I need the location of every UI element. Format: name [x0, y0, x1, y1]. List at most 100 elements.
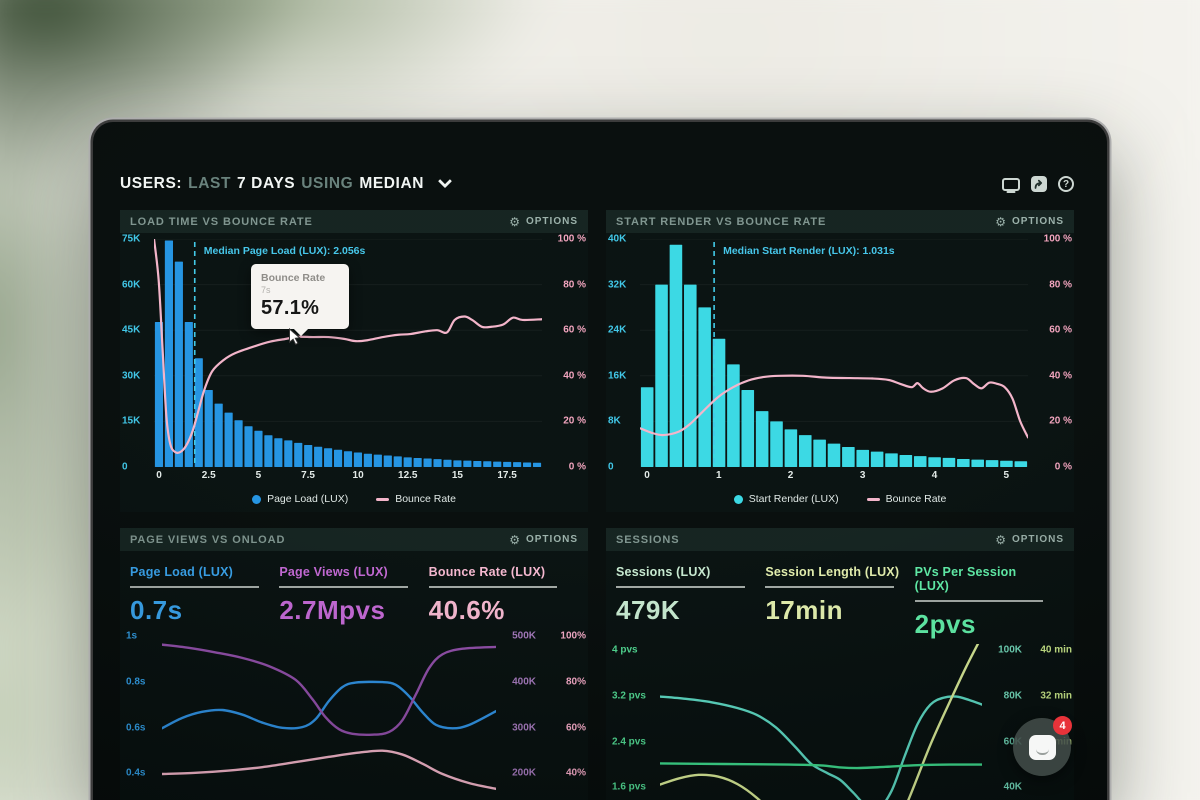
- metric-underline: [616, 586, 745, 588]
- y-axis-left: 75K 60K 45K 30K 15K 0: [120, 234, 154, 473]
- panel-title: LOAD TIME VS BOUNCE RATE: [130, 215, 313, 228]
- legend-dash-icon: [376, 497, 390, 501]
- axis-label: 400K: [512, 676, 536, 688]
- axis-label: 40K: [608, 233, 627, 245]
- axis-label: 20 %: [563, 415, 586, 427]
- legend-label: Start Render (LUX): [748, 493, 839, 505]
- legend-bounce-rate[interactable]: Bounce Rate: [376, 493, 456, 505]
- page-views-chart: [162, 630, 496, 800]
- axis-label: 40 %: [1049, 370, 1072, 382]
- metric-underline: [130, 586, 259, 588]
- x-axis: 0 2.5 5 7.5 10 12.5 15 17.5: [154, 470, 542, 485]
- metric-value: 40.6%: [428, 595, 505, 625]
- axis-label: 2.5: [201, 470, 216, 481]
- axis-label: 0 %: [568, 461, 586, 473]
- start-render-chart: Median Start Render (LUX): 1.031s: [640, 239, 1028, 467]
- axis-label: 60 %: [563, 324, 586, 336]
- options-button[interactable]: ⚙ OPTIONS: [995, 216, 1064, 228]
- title-last: LAST: [188, 175, 232, 192]
- panel-sessions: SESSIONS ⚙ OPTIONS Sessions (LUX) 479K S…: [606, 528, 1074, 800]
- axis-label: 80 %: [563, 279, 586, 291]
- panel-title: SESSIONS: [616, 533, 680, 546]
- chat-button[interactable]: 4: [1013, 716, 1072, 776]
- metric-value: 2.7Mpvs: [279, 595, 386, 625]
- axis-label: 30K: [122, 370, 141, 382]
- gear-icon: ⚙: [995, 532, 1007, 547]
- y-axis-right: 100 % 80 % 60 % 40 % 20 % 0 %: [1028, 234, 1074, 473]
- metric-label: Sessions (LUX): [616, 565, 711, 579]
- axis-label: 0: [122, 461, 128, 473]
- options-label: OPTIONS: [525, 216, 578, 227]
- metric-bounce-rate: Bounce Rate (LUX) 40.6%: [428, 565, 578, 626]
- title-using: USING: [301, 175, 354, 192]
- metric-label: Session Length (LUX): [765, 565, 900, 579]
- x-axis: 0 1 2 3 4 5: [640, 470, 1028, 485]
- axis-label: 40%: [565, 767, 586, 779]
- axis-label: 16K: [608, 370, 627, 382]
- dashboard-header: USERS: LAST 7 DAYS USING MEDIAN ?: [120, 172, 1074, 196]
- axis-label: 40 min: [1040, 644, 1072, 656]
- axis-label: 40 %: [563, 370, 586, 382]
- axis-label: 40K: [1003, 781, 1022, 793]
- options-button[interactable]: ⚙ OPTIONS: [509, 216, 578, 228]
- axis-label: 500K: [512, 630, 536, 642]
- display-icon[interactable]: [1002, 177, 1020, 191]
- share-arrow: [1034, 179, 1043, 189]
- axis-label: 1.6 pvs: [612, 781, 646, 793]
- axis-label: 5: [1003, 470, 1010, 481]
- axis-label: 45K: [122, 324, 141, 336]
- axis-label: 100 %: [557, 233, 586, 245]
- metric-value: 2pvs: [914, 609, 976, 639]
- header-icons: ?: [1002, 176, 1074, 192]
- axis-label: 200K: [512, 767, 536, 779]
- panel-start-render-header: START RENDER VS BOUNCE RATE ⚙ OPTIONS: [606, 210, 1074, 233]
- y-axis-left: 40K 32K 24K 16K 8K 0: [606, 234, 640, 473]
- metric-underline: [279, 586, 408, 588]
- sessions-chart: [660, 644, 982, 800]
- axis-label: 60K: [122, 279, 141, 291]
- panel-title: START RENDER VS BOUNCE RATE: [616, 215, 827, 228]
- axis-label: 5: [255, 470, 262, 481]
- chat-badge: 4: [1053, 716, 1072, 735]
- metric-label: PVs Per Session (LUX): [914, 565, 1017, 593]
- axis-label: 15: [451, 470, 463, 481]
- y-axis-right-pageviews: 500K 400K 300K 200K: [496, 630, 540, 800]
- legend-bounce-rate[interactable]: Bounce Rate: [866, 493, 946, 505]
- chat-bubble-icon: [1028, 734, 1056, 760]
- gear-icon: ⚙: [509, 214, 521, 229]
- legend: Start Render (LUX) Bounce Rate: [606, 493, 1074, 505]
- legend-dot-icon: [733, 494, 743, 504]
- options-button[interactable]: ⚙ OPTIONS: [509, 534, 578, 546]
- chat-smile-icon: [1035, 749, 1049, 755]
- panel-page-views-header: PAGE VIEWS VS ONLOAD ⚙ OPTIONS: [120, 528, 588, 551]
- help-icon[interactable]: ?: [1058, 176, 1074, 192]
- axis-label: 32K: [608, 279, 627, 291]
- metric-underline: [428, 586, 558, 588]
- legend-start-render[interactable]: Start Render (LUX): [733, 493, 839, 505]
- page-title: USERS: LAST 7 DAYS USING MEDIAN: [120, 174, 453, 193]
- tooltip-title: Bounce Rate: [261, 272, 326, 285]
- gear-icon: ⚙: [995, 214, 1007, 229]
- panel-load-time-header: LOAD TIME VS BOUNCE RATE ⚙ OPTIONS: [120, 210, 588, 233]
- legend: Page Load (LUX) Bounce Rate: [120, 493, 588, 505]
- axis-label: 4 pvs: [612, 644, 638, 656]
- axis-label: 0: [644, 470, 650, 481]
- share-icon[interactable]: [1031, 176, 1047, 192]
- cursor-icon: [288, 327, 301, 345]
- legend-dash-icon: [866, 497, 880, 501]
- axis-label: 1: [715, 470, 722, 481]
- chevron-down-icon[interactable]: [437, 174, 453, 189]
- axis-label: 15K: [122, 415, 141, 427]
- options-button[interactable]: ⚙ OPTIONS: [995, 534, 1064, 546]
- load-time-chart: Median Page Load (LUX): 2.056s Bounce Ra…: [154, 239, 542, 467]
- axis-label: 300K: [512, 722, 536, 734]
- axis-label: 10: [352, 470, 364, 481]
- axis-label: 7.5: [301, 470, 315, 481]
- axis-label: 100K: [998, 644, 1022, 656]
- axis-label: 17.5: [497, 470, 517, 481]
- axis-label: 80K: [1003, 690, 1022, 702]
- legend-page-load[interactable]: Page Load (LUX): [252, 493, 348, 505]
- panel-start-render: START RENDER VS BOUNCE RATE ⚙ OPTIONS 40…: [606, 210, 1074, 512]
- title-days: 7 DAYS: [237, 175, 296, 192]
- tooltip-subtitle: 7s: [261, 285, 271, 296]
